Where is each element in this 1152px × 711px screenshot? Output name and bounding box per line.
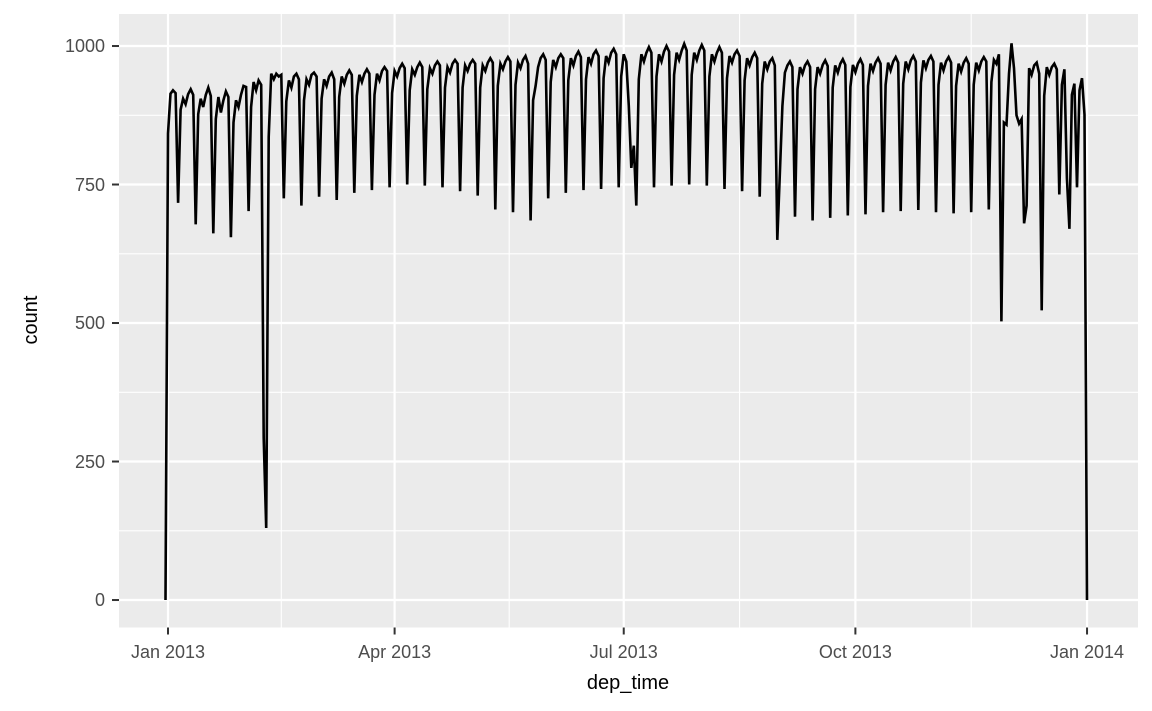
x-axis-title: dep_time [586,672,670,694]
x-tick-label-jan2014: Jan 2014 [1049,642,1125,662]
y-tick-label-750: 750 [74,174,105,195]
y-tick-label-1000: 1000 [64,36,105,56]
x-tick-label-jan2013: Jan 2013 [130,642,206,662]
y-axis-title: count [20,295,42,345]
y-tick-label-500: 500 [74,313,105,333]
x-tick-label-apr2013: Apr 2013 [358,642,432,662]
y-tick-label-250: 250 [74,451,105,472]
freqpoly-line [164,40,1089,601]
x-tick-label-jul2013: Jul 2013 [589,642,658,662]
x-tick-label-oct2013: Oct 2013 [818,642,892,662]
y-tick-label-0: 0 [94,590,105,610]
